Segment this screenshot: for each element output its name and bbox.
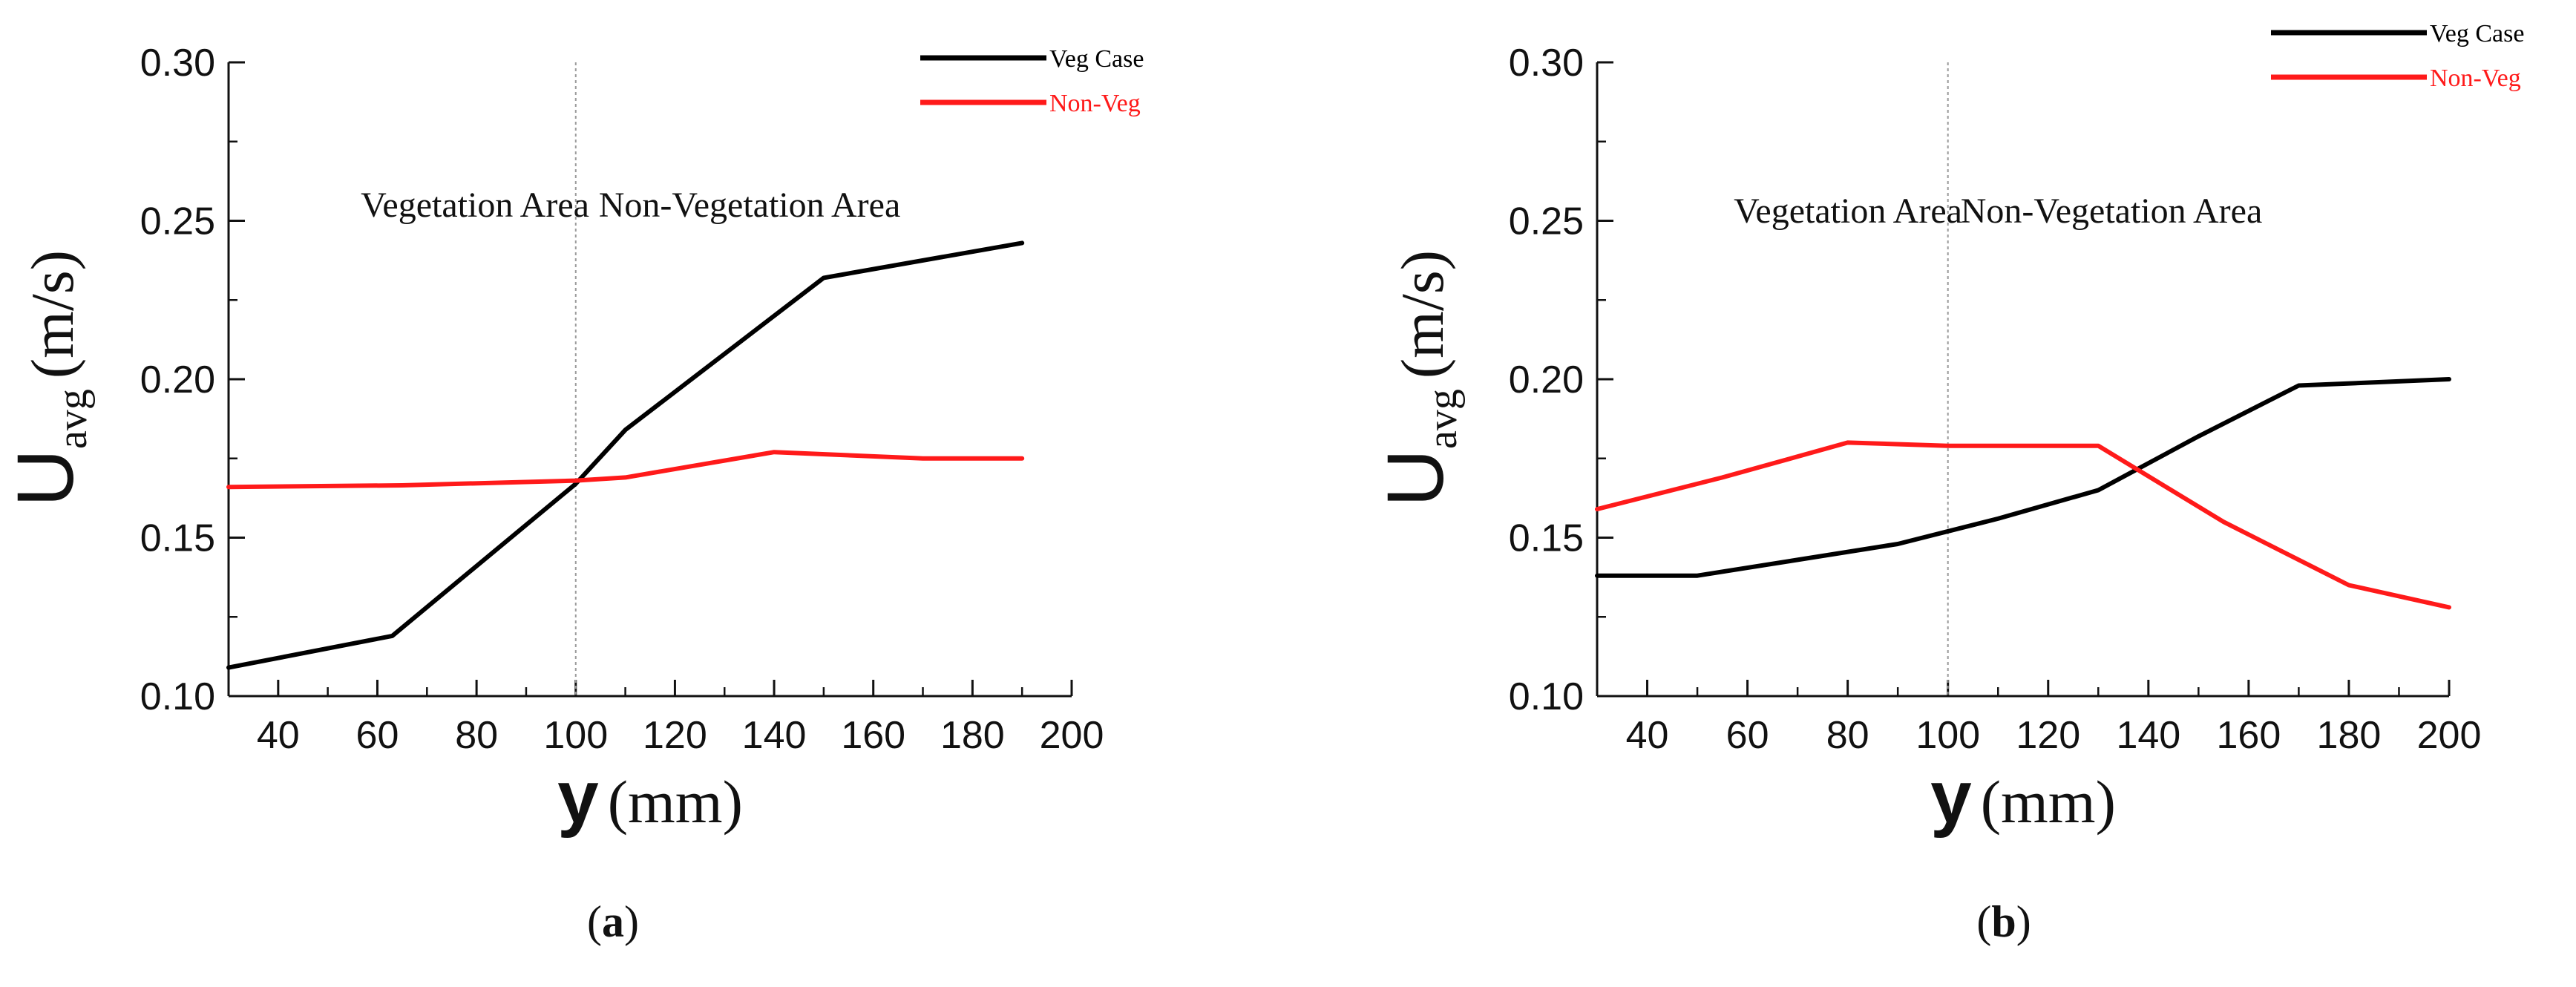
chart-a-x-tick-label: 40 [257, 714, 300, 757]
chart-a: 0.10 0.15 0.20 0.25 0.30 40 60 80 100 120 140 160 18… [0, 42, 1144, 946]
chart-a-caption-open: ( [587, 897, 602, 946]
chart-a-y-axis-title-sub: avg [50, 389, 96, 449]
chart-b-x-tick-label: 200 [2417, 714, 2482, 757]
chart-b-x-tick-label: 120 [2016, 714, 2080, 757]
chart-a-x-axis-title-main: y [557, 755, 599, 839]
chart-a-y-tick-label: 0.25 [140, 200, 215, 243]
chart-a-x-tick-label: 200 [1040, 714, 1104, 757]
chart-a-y-tick-label: 0.10 [140, 675, 215, 718]
chart-b: 0.10 0.15 0.20 0.25 0.30 40 60 80 100 120 140 160 18… [1370, 20, 2524, 946]
chart-b-series-non-veg-line [1595, 440, 2451, 610]
chart-b-x-axis-title-main: y [1930, 755, 1972, 839]
chart-a-legend-label: Veg Case [1049, 45, 1144, 73]
chart-a-y-tick-label: 0.20 [140, 358, 215, 401]
chart-a-vegetation-area-label: Vegetation Area [361, 186, 589, 225]
chart-b-x-tick-label: 180 [2317, 714, 2382, 757]
chart-b-legend-label: Veg Case [2430, 20, 2524, 47]
chart-a-y-axis-title: Uavg (m/s) [0, 250, 96, 507]
chart-b-x-axis-title-unit: (mm) [1981, 768, 2116, 836]
chart-b-caption: (b) [1976, 897, 2031, 946]
chart-b-y-tick-label: 0.30 [1509, 42, 1584, 85]
chart-b-x-axis-title: y (mm) [1930, 755, 2116, 839]
chart-a-x-tick-label: 80 [455, 714, 498, 757]
chart-a-caption: (a) [587, 897, 639, 946]
chart-a-caption-close: ) [624, 897, 639, 946]
chart-a-legend-label: Non-Veg [1049, 90, 1141, 117]
chart-a-caption-letter: a [602, 897, 624, 946]
chart-b-y-tick-label: 0.15 [1509, 517, 1584, 560]
chart-b-non-vegetation-area-label: Non-Vegetation Area [1961, 191, 2263, 231]
chart-a-non-vegetation-area-label: Non-Vegetation Area [599, 186, 901, 225]
chart-b-y-tick-label: 0.25 [1509, 200, 1584, 243]
chart-a-x-tick-label: 140 [742, 714, 807, 757]
chart-b-x-tick-label: 60 [1726, 714, 1769, 757]
chart-a-x-axis-title: y (mm) [557, 755, 743, 839]
chart-a-y-axis-title-unit: (m/s) [19, 250, 86, 378]
chart-b-y-axis-title-sub: avg [1420, 389, 1466, 449]
chart-a-x-tick-label: 160 [841, 714, 905, 757]
chart-a-x-tick-label: 60 [356, 714, 399, 757]
chart-b-caption-letter: b [1991, 897, 2016, 946]
chart-b-y-tick-label: 0.10 [1509, 675, 1584, 718]
chart-a-series-non-veg-line [226, 450, 1025, 490]
chart-b-x-tick-label: 140 [2116, 714, 2180, 757]
chart-a-series-veg-case-line [226, 240, 1025, 670]
chart-b-caption-close: ) [2016, 897, 2031, 946]
chart-a-y-axis-title-main: U [0, 449, 90, 507]
chart-a-x-tick-label: 180 [940, 714, 1005, 757]
chart-b-y-axis-title: Uavg (m/s) [1370, 250, 1466, 507]
chart-b-y-axis-title-main: U [1370, 449, 1460, 507]
chart-b-legend-label: Non-Veg [2430, 65, 2521, 92]
chart-a-y-tick-label: 0.15 [140, 517, 215, 560]
chart-b-y-tick-label: 0.20 [1509, 358, 1584, 401]
chart-a-x-tick-label: 100 [543, 714, 608, 757]
chart-a-y-tick-label: 0.30 [140, 42, 215, 85]
chart-a-x-tick-label: 120 [643, 714, 707, 757]
chart-b-x-tick-label: 40 [1626, 714, 1669, 757]
chart-b-x-tick-label: 100 [1915, 714, 1980, 757]
chart-b-series-veg-case-line [1595, 377, 2451, 578]
chart-a-x-axis-title-unit: (mm) [608, 768, 743, 836]
chart-b-vegetation-area-label: Vegetation Area [1734, 191, 1962, 231]
chart-b-caption-open: ( [1976, 897, 1991, 946]
chart-b-y-axis-title-unit: (m/s) [1389, 250, 1456, 378]
chart-b-x-tick-label: 160 [2216, 714, 2281, 757]
chart-b-x-tick-label: 80 [1826, 714, 1869, 757]
